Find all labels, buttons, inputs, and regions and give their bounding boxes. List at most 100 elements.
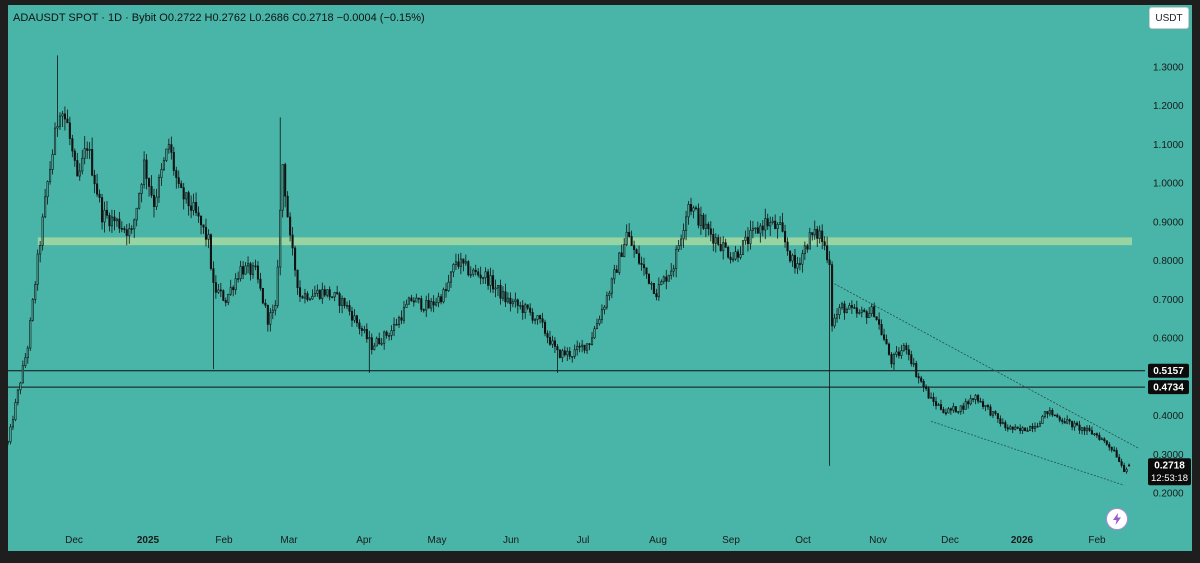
candle-body-161 (405, 303, 408, 308)
candle-body-370 (922, 381, 925, 387)
candle-body-223 (558, 349, 561, 358)
candle-body-316 (788, 250, 792, 262)
candle-body-93 (237, 278, 240, 280)
candle-body-399 (994, 411, 997, 414)
candle-body-55 (143, 159, 146, 185)
candle-body-67 (172, 152, 175, 171)
candle-body-183 (459, 258, 462, 267)
candle-body-222 (556, 346, 559, 351)
candle-body-327 (816, 228, 819, 239)
candle-body-138 (348, 305, 351, 312)
candle-body-385 (959, 405, 962, 412)
candle-body-396 (986, 405, 990, 408)
candle-body-70 (180, 183, 183, 188)
candle-body-1 (9, 426, 12, 443)
candle-body-76 (195, 202, 198, 214)
candle-body-347 (865, 311, 868, 318)
candle-body-294 (734, 251, 737, 260)
candle-body-45 (118, 218, 121, 229)
candle-body-280 (699, 214, 702, 226)
candle-body-49 (128, 228, 131, 236)
candle-body-379 (944, 412, 947, 415)
candle-body-432 (1076, 422, 1079, 426)
candle-body-356 (887, 343, 891, 355)
candle-body-320 (798, 263, 801, 265)
candle-body-285 (712, 233, 715, 244)
candle-body-281 (702, 214, 705, 229)
candle-body-191 (479, 274, 482, 279)
candle-body-19 (53, 127, 57, 155)
y-tick-label-10: 0.2000 (1153, 489, 1184, 500)
candle-body-287 (717, 237, 720, 245)
candle-body-240 (600, 309, 603, 320)
candle-body-245 (613, 269, 616, 280)
x-tick-label-0: Dec (65, 535, 83, 546)
candle-body-298 (744, 236, 747, 241)
candle-body-375 (934, 401, 938, 406)
candle-body-12 (36, 253, 39, 285)
candle-body-366 (912, 363, 915, 365)
y-tick-label-4: 0.9000 (1153, 217, 1184, 228)
candle-body-37 (98, 193, 101, 198)
candle-body-410 (1021, 427, 1024, 432)
candle-body-78 (199, 215, 203, 226)
candle-body-436 (1085, 427, 1089, 432)
candle-body-16 (46, 181, 49, 198)
candle-body-30 (81, 157, 84, 172)
candle-body-382 (952, 406, 955, 411)
candle-body-168 (422, 309, 425, 311)
candle-body-44 (115, 218, 118, 222)
candle-body-88 (224, 300, 227, 303)
candle-body-221 (553, 340, 556, 347)
candle-body-7 (24, 357, 27, 367)
candle-body-194 (487, 271, 490, 286)
candle-body-186 (467, 261, 470, 276)
candle-body-332 (828, 259, 831, 265)
candle-body-182 (457, 261, 460, 267)
candle-body-368 (917, 376, 920, 379)
candle-body-185 (464, 261, 467, 264)
candle-body-321 (801, 253, 804, 265)
candle-body-367 (915, 363, 918, 377)
y-tick-label-2: 1.1000 (1153, 140, 1184, 151)
countdown-label: 12:53:18 (1151, 473, 1188, 484)
price-tag-bg-1 (1148, 380, 1189, 395)
price-tag-label-0: 0.5157 (1153, 366, 1184, 377)
candle-body-426 (1061, 419, 1064, 422)
candle-body-25 (68, 122, 71, 139)
candle-body-442 (1100, 438, 1103, 441)
candle-body-69 (177, 177, 180, 184)
chart-title-line: ADAUSDT SPOT · 1D · Bybit O0.2722 H0.276… (13, 12, 425, 24)
candle-body-2 (11, 419, 14, 428)
candle-body-116 (294, 247, 297, 271)
candle-body-101 (256, 265, 259, 280)
candle-body-226 (566, 350, 569, 356)
candle-body-415 (1033, 425, 1037, 429)
x-tick-label-10: Oct (795, 535, 811, 546)
candle-body-453 (1128, 464, 1131, 467)
candle-body-33 (88, 149, 91, 151)
candle-body-451 (1123, 465, 1126, 473)
candle-body-215 (539, 315, 542, 320)
candle-body-74 (190, 205, 193, 211)
candle-body-80 (204, 226, 208, 240)
candle-body-238 (595, 323, 599, 330)
candle-body-304 (759, 225, 762, 234)
candle-body-77 (197, 212, 200, 217)
candle-body-231 (578, 345, 581, 348)
candle-body-428 (1066, 419, 1069, 424)
candle-body-228 (571, 355, 574, 358)
candle-body-64 (165, 148, 168, 161)
candle-body-8 (26, 347, 29, 359)
candle-body-446 (1110, 446, 1113, 451)
candle-body-419 (1043, 411, 1046, 417)
x-tick-label-8: Aug (649, 535, 667, 546)
x-tick-label-1: 2025 (137, 535, 160, 546)
candle-body-381 (949, 408, 952, 411)
candle-body-178 (447, 281, 450, 292)
candle-body-0 (6, 441, 10, 444)
candle-body-333 (831, 264, 834, 327)
bolt-button[interactable] (1106, 508, 1128, 530)
candle-body-9 (29, 320, 32, 349)
currency-button[interactable]: USDT (1149, 7, 1189, 29)
